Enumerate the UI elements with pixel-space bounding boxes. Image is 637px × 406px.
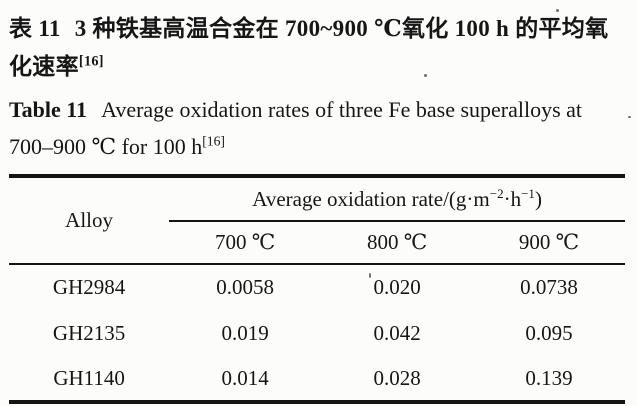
oxidation-rate-table: Alloy Average oxidation rate/(g·m−2·h−1)… [9,174,625,404]
cell-value: 0.028 [373,365,421,390]
citation-ref-zh: [16] [78,53,104,70]
cell-value: 0.019 [221,320,269,345]
cell-value: 0.095 [525,320,573,345]
table-row: GH2984 0.0058 0.020 0.0738 [9,264,625,310]
temperature-header-row: 700 ℃ 800 ℃ 900 ℃ [9,221,625,265]
rate-unit-part: ·h [503,186,522,211]
col-header-800c: 800 ℃ [321,221,474,265]
col-header-alloy: Alloy [9,176,170,265]
scan-speck [628,116,631,118]
cell-alloy: GH1140 [53,365,125,390]
table-head: Alloy Average oxidation rate/(g·m−2·h−1)… [9,176,625,265]
table-caption-en-label: Table 11 [9,97,88,122]
table-caption-en-text: Average oxidation rates of three Fe base… [9,97,583,159]
rate-unit-part: Average oxidation rate/(g·m [252,186,490,211]
rate-unit-exponent: −2 [489,185,504,201]
cell-alloy: GH2984 [52,275,126,299]
table-caption-zh: 表 11 3 种铁基高温合金在 700~900 ℃氧化 100 h 的平均氧化速率… [9,10,625,86]
scan-speck [556,9,559,12]
cell-value: 0.139 [525,365,573,390]
cell-alloy: GH2135 [52,320,126,345]
rate-unit-part: ) [534,186,542,211]
col-header-rate: Average oxidation rate/(g·m−2·h−1) [169,176,625,222]
cell-value: 0.0738 [520,275,578,299]
scan-speck [369,273,371,278]
cell-value: 0.014 [221,365,269,390]
cell-value: 0.042 [373,320,421,345]
table-row: GH2135 0.019 0.042 0.095 [9,310,625,356]
table-body: GH2984 0.0058 0.020 0.0738 GH2135 0.019 … [9,264,625,402]
col-header-900c: 900 ℃ [473,221,625,265]
cell-value: 0.020 [373,275,421,299]
table-row: GH1140 0.014 0.028 0.139 [9,356,625,402]
rate-unit-exponent: −1 [521,185,535,201]
table-caption-zh-text: 3 种铁基高温合金在 700~900 ℃氧化 100 h 的平均氧化速率 [9,16,609,79]
table-caption-en: Table 11 Average oxidation rates of three… [9,91,625,165]
group-header-row: Alloy Average oxidation rate/(g·m−2·h−1) [9,176,625,265]
col-header-700c: 700 ℃ [169,221,322,265]
cell-value: 0.0058 [216,275,275,299]
table-caption-zh-label: 表 11 [9,16,61,41]
citation-ref-en: [16] [202,133,225,149]
scan-speck [424,74,427,77]
